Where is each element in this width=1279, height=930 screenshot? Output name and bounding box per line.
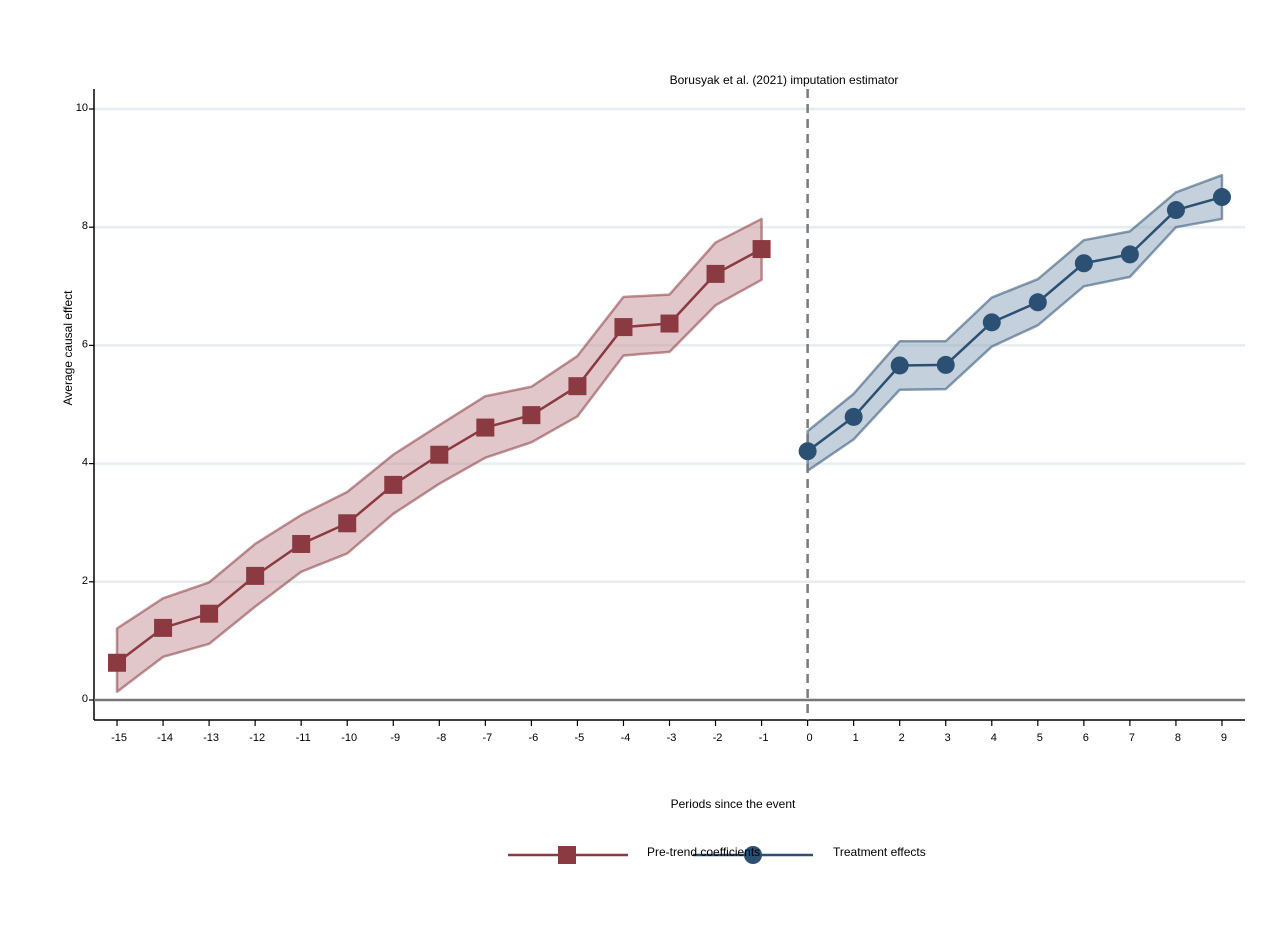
treatment-point-2 [890, 356, 909, 375]
pretrend-point--1 [752, 240, 771, 259]
pretrend-point--7 [476, 418, 495, 437]
x-tick-label-8: 8 [1175, 732, 1181, 744]
chart-title: Borusyak et al. (2021) imputation estima… [670, 73, 899, 87]
x-tick-label--10: -10 [341, 732, 357, 744]
pretrend-point--4 [614, 318, 633, 337]
x-tick-label-9: 9 [1221, 732, 1227, 744]
legend-treatment-circle-icon [744, 846, 762, 864]
pretrend-point--5 [568, 377, 587, 396]
x-tick-label--8: -8 [436, 732, 446, 744]
x-tick-label-0: 0 [807, 732, 813, 744]
treatment-point-9 [1212, 188, 1231, 207]
pretrend-point--2 [706, 264, 725, 283]
x-tick-label--6: -6 [528, 732, 538, 744]
x-tick-label-2: 2 [899, 732, 905, 744]
x-tick-label-3: 3 [945, 732, 951, 744]
treatment-point-5 [1028, 293, 1047, 312]
x-tick-label--5: -5 [575, 732, 585, 744]
legend-pretrend-square-icon [558, 846, 576, 864]
pretrend-point--15 [108, 653, 127, 672]
treatment-point-3 [936, 355, 955, 374]
confidence-bands [115, 173, 1224, 693]
treatment-point-1 [844, 407, 863, 426]
y-axis-label: Average causal effect [61, 290, 75, 406]
x-tick-label--13: -13 [203, 732, 219, 744]
pretrend-point--3 [660, 314, 679, 333]
x-axis-label: Periods since the event [671, 797, 796, 811]
x-tick-label--15: -15 [111, 732, 127, 744]
y-tick-label-0: 0 [82, 693, 88, 705]
pretrend-point--11 [292, 534, 311, 553]
pretrend-point--14 [154, 618, 173, 637]
x-tick-label-7: 7 [1129, 732, 1135, 744]
series-markers [108, 188, 1231, 672]
legend-pretrend-label: Pre-trend coefficients [647, 845, 760, 859]
pretrend-point--12 [246, 566, 265, 585]
treatment-point-4 [982, 313, 1001, 332]
x-tick-label--12: -12 [249, 732, 265, 744]
x-tick-label-6: 6 [1083, 732, 1089, 744]
x-tick-label--4: -4 [621, 732, 631, 744]
pretrend-point--8 [430, 445, 449, 464]
legend-treatment-label: Treatment effects [833, 845, 926, 859]
legend: Pre-trend coefficients Treatment effects [508, 845, 926, 864]
y-tick-label-2: 2 [82, 575, 88, 587]
x-tick-label--9: -9 [390, 732, 400, 744]
treatment-point-0 [798, 442, 817, 461]
x-tick-label--14: -14 [157, 732, 173, 744]
treatment-point-7 [1120, 245, 1139, 264]
x-tick-label-4: 4 [991, 732, 997, 744]
x-tick-label-5: 5 [1037, 732, 1043, 744]
pretrend-point--10 [338, 514, 357, 533]
x-tick-label--2: -2 [713, 732, 723, 744]
treatment-point-8 [1166, 201, 1185, 220]
pretrend-point--6 [522, 406, 541, 425]
y-tick-label-4: 4 [82, 457, 88, 469]
axes [89, 89, 1245, 726]
x-tick-label--11: -11 [296, 732, 311, 744]
treatment-confidence-band [806, 173, 1224, 472]
x-tick-label--7: -7 [482, 732, 492, 744]
y-tick-label-6: 6 [82, 338, 88, 350]
x-tick-label--1: -1 [759, 732, 769, 744]
pretrend-point--9 [384, 475, 403, 494]
x-tick-label--3: -3 [667, 732, 677, 744]
y-tick-label-10: 10 [76, 102, 88, 114]
x-tick-label-1: 1 [853, 732, 859, 744]
treatment-line [806, 195, 1223, 453]
pretrend-point--13 [200, 604, 219, 623]
y-tick-label-8: 8 [82, 220, 88, 232]
treatment-point-6 [1074, 254, 1093, 273]
